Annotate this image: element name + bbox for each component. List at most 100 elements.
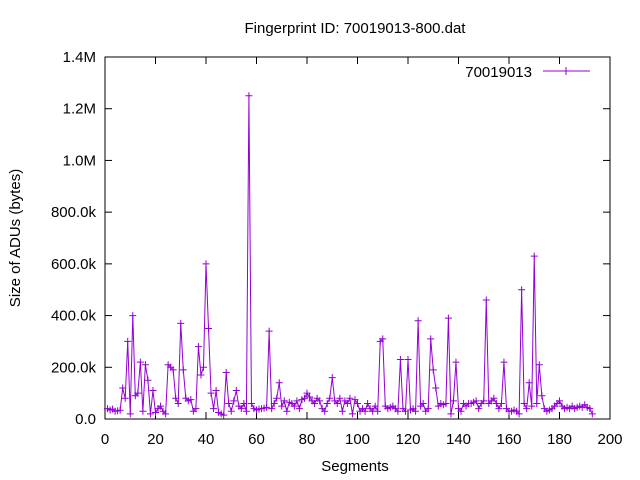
data-point [528, 402, 536, 410]
data-point [300, 394, 308, 402]
plot-frame [104, 56, 611, 420]
chart-title: Fingerprint ID: 70019013-800.dat [245, 20, 467, 37]
data-point [134, 389, 142, 397]
data-point [336, 394, 344, 402]
data-point [500, 358, 508, 366]
data-point [268, 405, 276, 413]
data-point [427, 335, 435, 343]
data-point [247, 399, 255, 407]
data-point [401, 407, 409, 415]
data-point [328, 374, 336, 382]
data-point [129, 312, 137, 320]
data-point [273, 394, 281, 402]
data-point [177, 319, 185, 327]
data-point [520, 399, 528, 407]
data-point [515, 410, 523, 418]
data-point [152, 409, 159, 417]
data-point [205, 325, 213, 332]
data-point [162, 410, 170, 418]
data-point [346, 394, 354, 402]
data-point [326, 394, 334, 402]
data-point [429, 366, 437, 374]
y-tick-label: 400.0k [51, 308, 97, 325]
data-point [139, 407, 147, 415]
data-point [306, 393, 314, 401]
data-point [394, 407, 402, 415]
data-point [311, 399, 319, 407]
x-tick-label: 20 [147, 431, 164, 448]
data-point [227, 407, 235, 415]
data-point [149, 387, 157, 395]
data-point [144, 376, 152, 384]
data-point [374, 407, 382, 415]
data-point [212, 387, 220, 395]
data-point [364, 399, 372, 407]
data-point [316, 397, 324, 405]
series-layer [104, 92, 596, 419]
y-tick-label: 800.0k [51, 204, 97, 221]
data-point [419, 399, 427, 407]
x-tick-label: 60 [248, 431, 265, 448]
data-point [523, 405, 531, 413]
series-line [107, 95, 593, 416]
data-point [442, 399, 450, 407]
data-point [290, 402, 298, 410]
data-point [303, 389, 311, 397]
data-point [452, 358, 460, 366]
data-point [535, 361, 543, 369]
data-point [270, 399, 278, 407]
x-tick-label: 200 [597, 431, 622, 448]
data-point [121, 394, 129, 402]
data-point [207, 389, 215, 397]
y-tick-label: 200.0k [51, 359, 97, 376]
y-axis: 0.0 200.0k 400.0k 600.0k 800.0k 1.0M 1.2M 1.4M [51, 49, 610, 428]
y-tick-label: 1.2M [63, 101, 96, 118]
data-point [495, 405, 503, 413]
x-tick-label: 80 [299, 431, 316, 448]
data-point [379, 335, 387, 343]
data-point [396, 356, 404, 364]
data-point [232, 387, 240, 395]
data-point [351, 396, 359, 404]
data-point [172, 394, 180, 402]
data-point [480, 397, 488, 405]
data-point [197, 371, 205, 379]
data-point [497, 399, 505, 407]
data-point [222, 368, 230, 376]
data-point [457, 407, 465, 415]
x-axis: 0 20 40 60 80 100 120 140 160 180 200 [101, 57, 623, 448]
data-point [588, 410, 596, 418]
data-point [237, 405, 245, 413]
data-point [321, 407, 329, 415]
data-point [295, 405, 303, 413]
y-axis-label: Size of ADUs (bytes) [7, 169, 24, 307]
x-tick-label: 140 [446, 431, 471, 448]
x-tick-label: 40 [198, 431, 215, 448]
data-point [338, 407, 346, 415]
x-tick-label: 160 [496, 431, 521, 448]
data-point [472, 397, 480, 405]
data-point [210, 405, 218, 413]
data-point [119, 384, 127, 392]
data-point [179, 366, 187, 374]
data-point [278, 402, 286, 410]
legend: 70019013 [465, 64, 590, 81]
x-tick-label: 120 [395, 431, 420, 448]
y-tick-label: 600.0k [51, 256, 97, 273]
data-point [432, 384, 440, 392]
data-point [265, 327, 273, 335]
data-point [174, 399, 182, 407]
data-point [116, 406, 124, 414]
x-tick-label: 0 [101, 431, 109, 448]
data-point [490, 394, 498, 402]
data-point [225, 399, 233, 407]
data-point [275, 379, 283, 387]
data-point [412, 407, 420, 415]
x-tick-label: 100 [345, 431, 370, 448]
data-point [354, 399, 361, 407]
data-point [280, 397, 288, 405]
data-point [404, 356, 412, 364]
data-point [449, 397, 457, 405]
legend-marker [562, 67, 570, 75]
data-point [124, 337, 132, 345]
